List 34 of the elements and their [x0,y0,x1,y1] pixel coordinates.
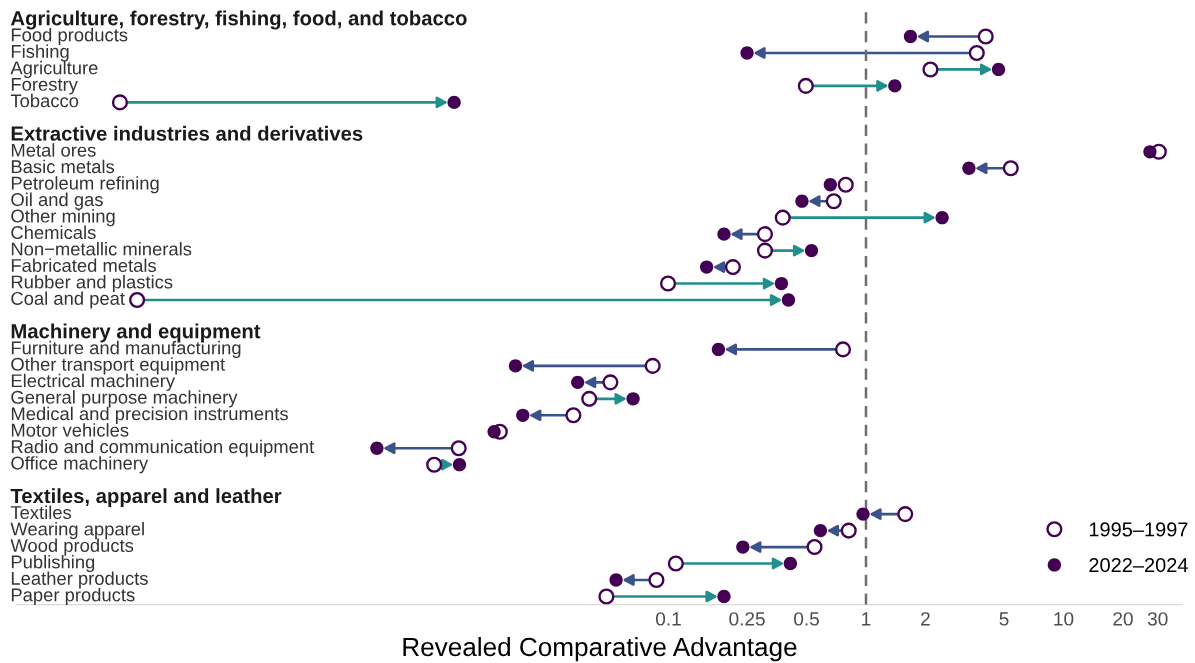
x-tick-label: 1 [862,612,871,626]
x-tick-label: 5 [999,612,1009,626]
x-tick-label: 2 [921,612,930,626]
y-tick-label: Forestry [11,78,78,95]
legend-label: 2022–2024 [1089,557,1188,573]
y-tick-label: Wood products [10,538,134,556]
y-tick-label: Fabricated metals [11,258,156,273]
x-tick-label: 0.1 [655,612,681,626]
y-tick-label: Agriculture, forestry, fishing, food, and tobacco [10,10,467,30]
x-tick-label: 20 [1113,612,1133,626]
y-tick-label: Motor vehicles [11,423,129,437]
y-tick-label: Textiles [10,505,72,520]
y-tick-label: Non−metallic minerals [11,242,192,256]
y-tick-label: Electrical machinery [11,373,176,391]
x-tick-label: 0.5 [794,612,819,626]
x-tick-label: 0.25 [729,612,765,626]
y-tick-label: Fishing [11,44,69,62]
y-tick-label: Publishing [11,554,95,573]
y-tick-label: Oil and gas [11,192,103,210]
y-tick-label: Metal ores [11,143,96,157]
y-tick-label: Radio and communication equipment [11,439,315,457]
y-tick-label: Extractive industries and derivatives [11,125,363,141]
y-tick-label: Paper products [11,587,135,606]
x-tick-label: 30 [1147,612,1168,626]
y-tick-label: Tobacco [10,93,79,108]
y-tick-label: Wearing apparel [10,522,144,540]
y-tick-label: Chemicals [11,225,96,240]
y-tick-label: Office machinery [11,456,149,474]
y-tick-label: Agriculture [10,60,98,79]
x-axis-title: Revealed Comparative Advantage [403,637,797,662]
legend-label: 1995–1997 [1089,522,1188,537]
x-tick-label: 10 [1054,612,1074,626]
y-tick-label: Leather products [11,571,148,589]
y-tick-label: Basic metals [11,159,115,174]
